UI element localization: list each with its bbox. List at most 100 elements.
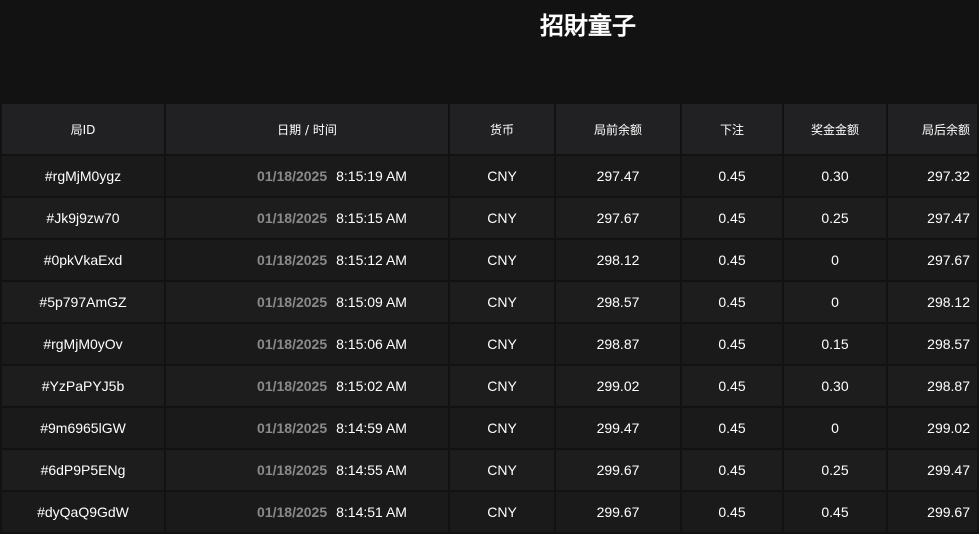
bet-cell: 0.45 xyxy=(682,156,782,196)
win-amount-cell: 0.45 xyxy=(784,492,886,532)
column-header-currency: 货币 xyxy=(450,104,554,154)
time: 8:15:15 AM xyxy=(336,210,407,226)
round-id-cell: #6dP9P5ENg xyxy=(2,450,164,490)
column-header-balance-after: 局后余额 xyxy=(888,104,977,154)
win-amount-cell: 0 xyxy=(784,282,886,322)
win-amount-cell: 0.30 xyxy=(784,366,886,406)
balance-before-cell: 297.47 xyxy=(556,156,680,196)
round-id-cell: #YzPaPYJ5b xyxy=(2,366,164,406)
currency-cell: CNY xyxy=(450,366,554,406)
date: 01/18/2025 xyxy=(257,462,328,478)
currency-cell: CNY xyxy=(450,492,554,532)
balance-before-cell: 298.57 xyxy=(556,282,680,322)
balance-after-cell: 298.12 xyxy=(888,282,977,322)
balance-after-cell: 299.02 xyxy=(888,408,977,448)
balance-before-cell: 298.87 xyxy=(556,324,680,364)
date-time-cell: 01/18/2025 8:14:59 AM xyxy=(166,408,448,448)
balance-after-cell: 297.47 xyxy=(888,198,977,238)
balance-after-cell: 299.47 xyxy=(888,450,977,490)
balance-after-cell: 299.67 xyxy=(888,492,977,532)
table-row[interactable]: #0pkVkaExd 01/18/2025 8:15:12 AM CNY 298.12 0… xyxy=(2,240,977,280)
table-header-row: 局ID 日期 / 时间 货币 局前余额 下注 奖金金额 局后余额 xyxy=(2,104,977,154)
table-row[interactable]: #YzPaPYJ5b 01/18/2025 8:15:02 AM CNY 299.02 0… xyxy=(2,366,977,406)
column-header-win-amount: 奖金金额 xyxy=(784,104,886,154)
balance-before-cell: 299.47 xyxy=(556,408,680,448)
table-row[interactable]: #rgMjM0yOv 01/18/2025 8:15:06 AM CNY 298.87 0… xyxy=(2,324,977,364)
win-amount-cell: 0.15 xyxy=(784,324,886,364)
bet-cell: 0.45 xyxy=(682,240,782,280)
currency-cell: CNY xyxy=(450,282,554,322)
currency-cell: CNY xyxy=(450,156,554,196)
date-time-cell: 01/18/2025 8:15:15 AM xyxy=(166,198,448,238)
currency-cell: CNY xyxy=(450,408,554,448)
date: 01/18/2025 xyxy=(257,252,328,268)
date-time-cell: 01/18/2025 8:15:09 AM xyxy=(166,282,448,322)
balance-before-cell: 297.67 xyxy=(556,198,680,238)
balance-before-cell: 299.67 xyxy=(556,450,680,490)
round-id-cell: #9m6965lGW xyxy=(2,408,164,448)
time: 8:15:06 AM xyxy=(336,336,407,352)
time: 8:15:09 AM xyxy=(336,294,407,310)
balance-after-cell: 297.32 xyxy=(888,156,977,196)
table-row[interactable]: #9m6965lGW 01/18/2025 8:14:59 AM CNY 299.47 0… xyxy=(2,408,977,448)
bet-cell: 0.45 xyxy=(682,492,782,532)
date: 01/18/2025 xyxy=(257,420,328,436)
win-amount-cell: 0 xyxy=(784,240,886,280)
time: 8:15:12 AM xyxy=(336,252,407,268)
table-row[interactable]: #rgMjM0ygz 01/18/2025 8:15:19 AM CNY 297.47 0… xyxy=(2,156,977,196)
date-time-cell: 01/18/2025 8:14:51 AM xyxy=(166,492,448,532)
currency-cell: CNY xyxy=(450,450,554,490)
page-title: 招財童子 xyxy=(540,12,636,40)
bet-cell: 0.45 xyxy=(682,282,782,322)
round-id-cell: #Jk9j9zw70 xyxy=(2,198,164,238)
balance-before-cell: 299.02 xyxy=(556,366,680,406)
bet-cell: 0.45 xyxy=(682,366,782,406)
win-amount-cell: 0 xyxy=(784,408,886,448)
date-time-cell: 01/18/2025 8:15:06 AM xyxy=(166,324,448,364)
balance-before-cell: 298.12 xyxy=(556,240,680,280)
time: 8:14:59 AM xyxy=(336,420,407,436)
balance-after-cell: 297.67 xyxy=(888,240,977,280)
bet-cell: 0.45 xyxy=(682,408,782,448)
column-header-bet: 下注 xyxy=(682,104,782,154)
time: 8:15:19 AM xyxy=(336,168,407,184)
balance-after-cell: 298.87 xyxy=(888,366,977,406)
date: 01/18/2025 xyxy=(257,336,328,352)
table-row[interactable]: #5p797AmGZ 01/18/2025 8:15:09 AM CNY 298.57 0… xyxy=(2,282,977,322)
currency-cell: CNY xyxy=(450,324,554,364)
date-time-cell: 01/18/2025 8:15:02 AM xyxy=(166,366,448,406)
history-table: 局ID 日期 / 时间 货币 局前余额 下注 奖金金额 局后余额 #rgMjM0ygz 01/… xyxy=(0,102,979,534)
currency-cell: CNY xyxy=(450,198,554,238)
date: 01/18/2025 xyxy=(257,504,328,520)
date-time-cell: 01/18/2025 8:14:55 AM xyxy=(166,450,448,490)
date-time-cell: 01/18/2025 8:15:19 AM xyxy=(166,156,448,196)
win-amount-cell: 0.25 xyxy=(784,450,886,490)
bet-cell: 0.45 xyxy=(682,198,782,238)
date: 01/18/2025 xyxy=(257,168,328,184)
round-id-cell: #5p797AmGZ xyxy=(2,282,164,322)
column-header-round-id: 局ID xyxy=(2,104,164,154)
date-time-cell: 01/18/2025 8:15:12 AM xyxy=(166,240,448,280)
table-row[interactable]: #Jk9j9zw70 01/18/2025 8:15:15 AM CNY 297.67 0… xyxy=(2,198,977,238)
date: 01/18/2025 xyxy=(257,378,328,394)
date: 01/18/2025 xyxy=(257,210,328,226)
round-id-cell: #dyQaQ9GdW xyxy=(2,492,164,532)
round-id-cell: #rgMjM0ygz xyxy=(2,156,164,196)
table-row[interactable]: #6dP9P5ENg 01/18/2025 8:14:55 AM CNY 299.67 0… xyxy=(2,450,977,490)
bet-cell: 0.45 xyxy=(682,324,782,364)
balance-after-cell: 298.57 xyxy=(888,324,977,364)
bet-cell: 0.45 xyxy=(682,450,782,490)
time: 8:14:55 AM xyxy=(336,462,407,478)
round-id-cell: #0pkVkaExd xyxy=(2,240,164,280)
win-amount-cell: 0.25 xyxy=(784,198,886,238)
currency-cell: CNY xyxy=(450,240,554,280)
round-id-cell: #rgMjM0yOv xyxy=(2,324,164,364)
balance-before-cell: 299.67 xyxy=(556,492,680,532)
time: 8:15:02 AM xyxy=(336,378,407,394)
column-header-balance-before: 局前余额 xyxy=(556,104,680,154)
win-amount-cell: 0.30 xyxy=(784,156,886,196)
time: 8:14:51 AM xyxy=(336,504,407,520)
column-header-date-time: 日期 / 时间 xyxy=(166,104,448,154)
date: 01/18/2025 xyxy=(257,294,328,310)
table-row[interactable]: #dyQaQ9GdW 01/18/2025 8:14:51 AM CNY 299.67 0… xyxy=(2,492,977,532)
